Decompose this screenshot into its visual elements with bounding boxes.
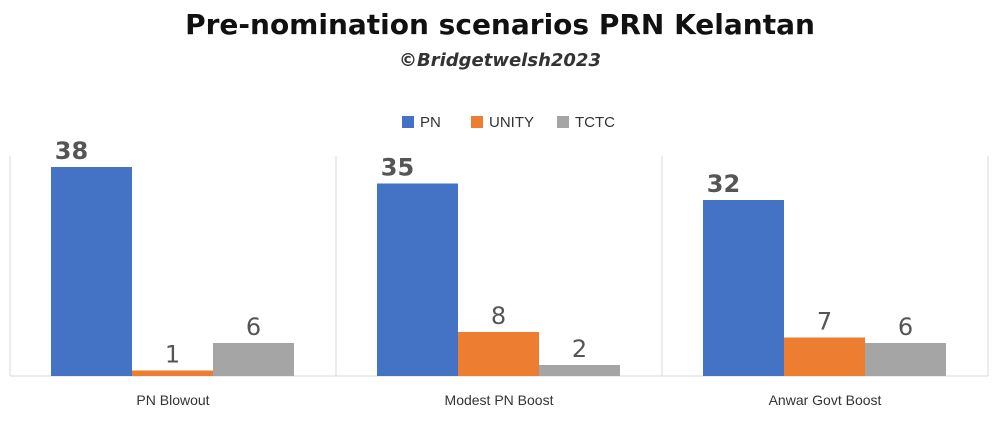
bar-anwar-govt-boost-pn: [703, 200, 784, 376]
data-label-modest-pn-boost-tctc: 2: [572, 335, 587, 363]
legend-label-pn: PN: [420, 114, 441, 131]
legend-swatch-unity: [471, 116, 483, 128]
data-label-modest-pn-boost-pn: 35: [381, 154, 414, 182]
data-label-pn-blowout-pn: 38: [55, 137, 88, 165]
data-label-pn-blowout-tctc: 6: [246, 313, 261, 341]
legend-label-unity: UNITY: [489, 114, 534, 131]
data-label-anwar-govt-boost-tctc: 6: [898, 313, 913, 341]
legend-swatch-tctc: [557, 116, 569, 128]
bar-modest-pn-boost-unity: [458, 332, 539, 376]
data-label-anwar-govt-boost-pn: 32: [707, 170, 740, 198]
data-label-pn-blowout-unity: 1: [165, 341, 180, 369]
legend-swatch-pn: [402, 116, 414, 128]
data-label-anwar-govt-boost-unity: 7: [817, 308, 832, 336]
bar-pn-blowout-unity: [132, 370, 213, 376]
bar-modest-pn-boost-pn: [377, 183, 458, 376]
bar-anwar-govt-boost-unity: [784, 337, 865, 376]
category-label-modest-pn-boost: Modest PN Boost: [445, 392, 554, 408]
bar-modest-pn-boost-tctc: [539, 365, 620, 376]
chart-title: Pre-nomination scenarios PRN Kelantan: [185, 8, 815, 41]
category-label-anwar-govt-boost: Anwar Govt Boost: [769, 392, 882, 408]
bar-pn-blowout-tctc: [213, 343, 294, 376]
bar-pn-blowout-pn: [51, 167, 132, 376]
data-label-modest-pn-boost-unity: 8: [491, 302, 506, 330]
legend-label-tctc: TCTC: [575, 114, 615, 131]
chart-subtitle: ©Bridgetwelsh2023: [399, 50, 601, 71]
bar-anwar-govt-boost-tctc: [865, 343, 946, 376]
category-label-pn-blowout: PN Blowout: [136, 392, 209, 408]
